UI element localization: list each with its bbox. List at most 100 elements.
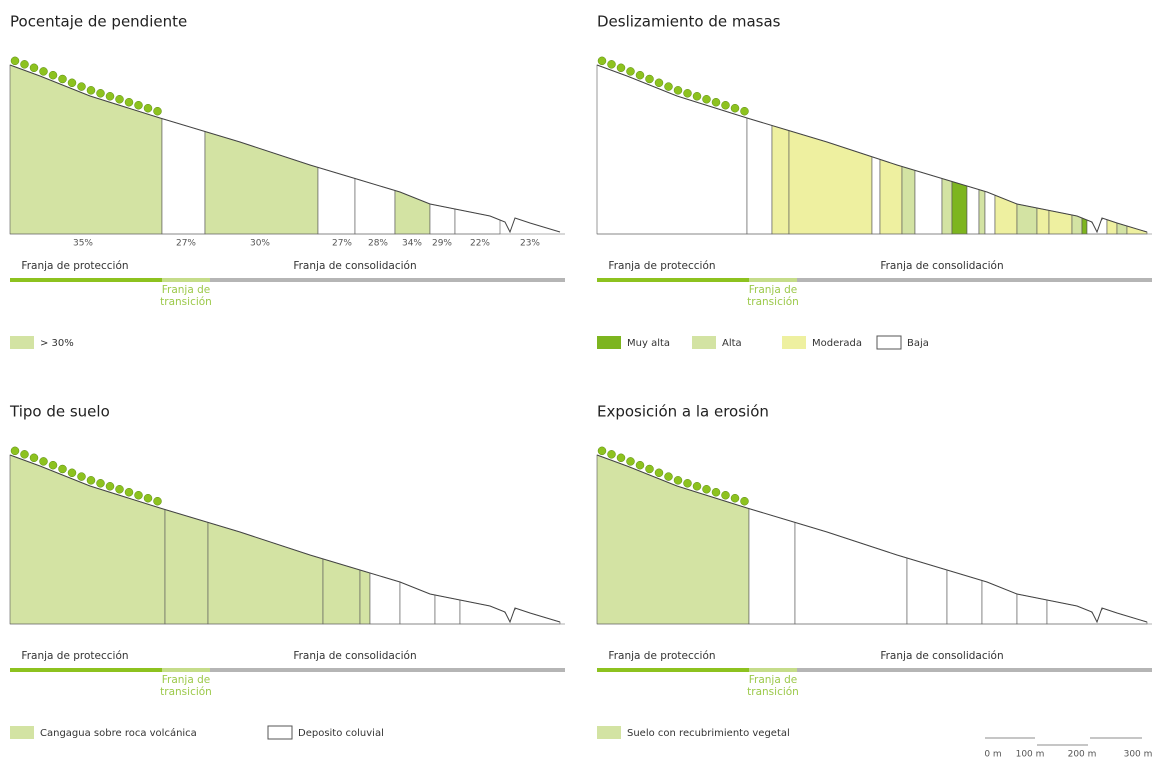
tree [731,494,739,502]
tree [125,488,133,496]
section [400,582,435,624]
legend-swatch [597,336,621,349]
section [355,179,395,235]
section [880,159,902,234]
tree [144,104,152,112]
section [952,182,967,235]
tree [97,479,105,487]
tree [144,494,152,502]
tree [712,98,720,106]
band-bar [162,668,210,672]
legend-swatch [268,726,292,739]
tree [59,465,67,473]
tree [693,92,701,100]
section [1017,204,1037,234]
section [10,65,162,234]
tree [703,485,711,493]
tree [30,454,38,462]
panel: Deslizamiento de masas Franja de protecci… [597,13,1152,350]
section [747,118,772,234]
transition-label: transición [747,686,799,698]
slope-label: 34% [402,239,422,249]
section [979,190,985,234]
scale-label: 200 m [1068,750,1097,760]
slope-label: 28% [368,239,388,249]
tree [646,75,654,83]
section [597,455,749,624]
section [795,522,907,624]
legend-label: > 30% [40,338,74,349]
band-bar [797,278,1152,282]
tree [40,457,48,465]
band-label: Franja de protección [21,650,128,662]
band-label: Franja de protección [608,650,715,662]
tree [684,479,692,487]
tree [78,83,86,91]
tree [21,60,29,68]
legend-swatch [782,336,806,349]
section [902,167,915,235]
legend-label: Deposito coluvial [298,728,384,739]
tree [106,482,114,490]
tree [731,104,739,112]
section [165,510,208,625]
tree [741,107,749,115]
band-bar [597,668,749,672]
transition-label: Franja de [162,284,211,296]
band-bar [210,278,565,282]
section [789,131,872,234]
section [205,132,318,235]
tree [11,447,19,455]
section [455,209,500,234]
tree [722,101,730,109]
tree [97,89,105,97]
band-bar [162,278,210,282]
tree [608,60,616,68]
tree [49,461,57,469]
band-bar [10,668,162,672]
section [597,65,747,234]
legend-swatch [10,336,34,349]
section [967,186,979,234]
diagram: Pocentaje de pendiente35%27%30%27%28%34%… [0,0,1162,760]
band-label: Franja de consolidación [880,650,1003,662]
scale-label: 0 m [984,750,1001,760]
slope-label: 29% [432,239,452,249]
slope-label: 35% [73,239,93,249]
tree [608,450,616,458]
tree [11,57,19,65]
legend-label: Muy alta [627,338,670,349]
section [1017,594,1047,624]
band-bar [797,668,1152,672]
tree [135,101,143,109]
tree [636,71,644,79]
section [1047,600,1147,624]
tree [59,75,67,83]
tree [30,64,38,72]
section [162,119,205,234]
tree [627,67,635,75]
tree [49,71,57,79]
transition-label: Franja de [749,674,798,686]
transition-label: Franja de [749,284,798,296]
tree [693,482,701,490]
scale-label: 100 m [1016,750,1045,760]
tree [68,469,76,477]
slope-label: 27% [176,239,196,249]
tree [125,98,133,106]
tree [712,488,720,496]
band-label: Franja de protección [608,260,715,272]
transition-label: transición [747,296,799,308]
band-label: Franja de consolidación [293,260,416,272]
tree [598,57,606,65]
tree [40,67,48,75]
panel-title: Deslizamiento de masas [597,13,781,31]
section [942,179,952,235]
legend-swatch [877,336,901,349]
band-label: Franja de consolidación [880,260,1003,272]
section [208,522,323,624]
section [985,191,995,234]
legend-label: Suelo con recubrimiento vegetal [627,728,790,739]
